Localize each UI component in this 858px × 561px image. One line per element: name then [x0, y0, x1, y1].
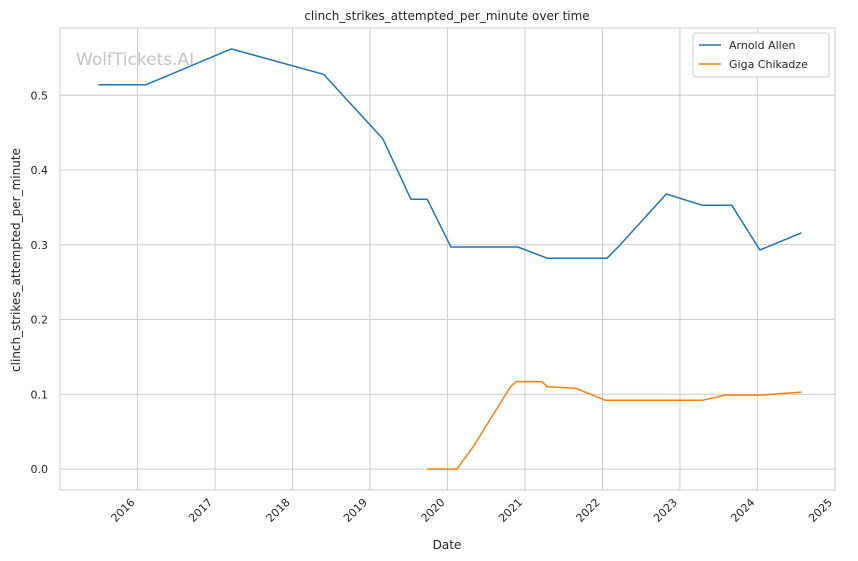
legend-item: Arnold Allen: [699, 39, 795, 52]
legend-label: Giga Chikadze: [729, 58, 808, 71]
x-axis-label: Date: [433, 538, 462, 552]
y-axis-label: clinch_strikes_attempted_per_minute: [9, 148, 23, 372]
series-line: [98, 48, 802, 260]
legend-box: [692, 32, 830, 78]
x-tick-label: 2020: [419, 496, 448, 525]
series-arnold-allen: [98, 48, 802, 260]
x-grid: [136, 28, 836, 490]
legend-label: Arnold Allen: [729, 39, 795, 52]
x-tick-label: 2025: [806, 496, 835, 525]
series-line: [427, 380, 802, 470]
x-tick-label: 2016: [109, 496, 138, 525]
y-grid: [60, 94, 835, 470]
legend-item: Giga Chikadze: [699, 58, 808, 71]
y-tick-label: 0.4: [31, 164, 49, 177]
x-tick-label: 2019: [341, 496, 370, 525]
y-tick-label: 0.5: [31, 89, 49, 102]
legend: Arnold Allen Giga Chikadze: [692, 32, 830, 78]
x-tick-label: 2017: [186, 496, 215, 525]
y-tick-labels: 0.0 0.1 0.2 0.3 0.4 0.5: [31, 89, 49, 476]
x-tick-label: 2023: [651, 496, 680, 525]
series-layer: [98, 48, 802, 470]
series-giga-chikadze: [427, 380, 802, 470]
watermark: WolfTickets.AI: [76, 50, 194, 70]
x-tick-label: 2022: [574, 496, 603, 525]
y-tick-label: 0.1: [31, 388, 49, 401]
y-tick-label: 0.2: [31, 314, 49, 327]
x-tick-labels: 2016 2017 2018 2019 2020 2021 2022 2023 2024 2025: [109, 496, 836, 525]
chart-title: clinch_strikes_attempted_per_minute over…: [304, 9, 589, 23]
x-tick-label: 2021: [496, 496, 525, 525]
y-tick-label: 0.3: [31, 239, 49, 252]
y-tick-label: 0.0: [31, 463, 49, 476]
x-tick-label: 2024: [728, 496, 757, 525]
x-tick-label: 2018: [264, 496, 293, 525]
plot-area-frame: [59, 27, 836, 491]
